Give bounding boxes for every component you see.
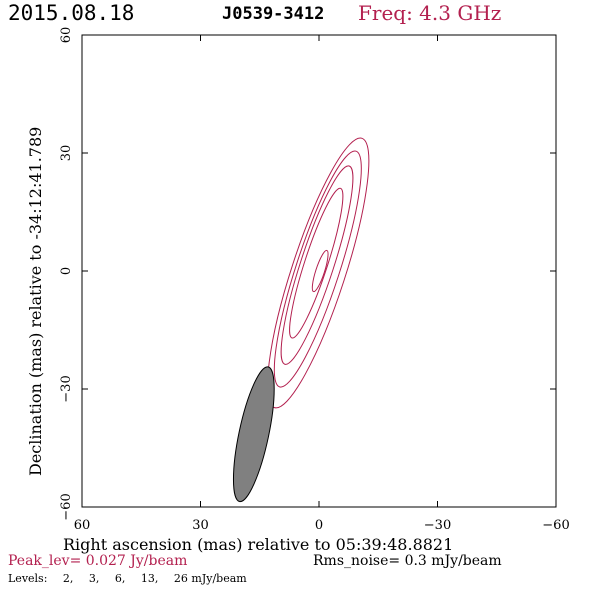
y-tick-label: 60 <box>59 27 74 44</box>
observation-date: 2015.08.18 <box>8 1 135 25</box>
tick-labels: 60 30 0 −30 −60 −60 −30 0 30 60 <box>59 27 570 533</box>
beam-group <box>232 366 275 503</box>
level-value: 6, <box>114 572 126 585</box>
y-axis-label: Declination (mas) relative to -34:12:41.… <box>26 127 45 476</box>
peak-level: Peak_lev= 0.027 Jy/beam <box>8 553 188 569</box>
contour-group <box>267 137 370 409</box>
plot-frame <box>81 34 557 508</box>
contour-level-6 <box>280 165 354 365</box>
x-tick-label: 30 <box>192 518 209 533</box>
rms-noise: Rms_noise= 0.3 mJy/beam <box>313 553 502 569</box>
levels-label: Levels: <box>8 572 48 585</box>
x-tick-label: −60 <box>542 518 569 533</box>
y-tick-label: −60 <box>59 493 74 520</box>
x-tick-label: −30 <box>424 518 451 533</box>
source-name: J0539-3412 <box>222 4 325 24</box>
level-value: 2, <box>62 572 74 585</box>
level-value: 3, <box>88 572 100 585</box>
beam-ellipse <box>232 366 275 503</box>
x-tick-label: 0 <box>315 518 323 533</box>
axis-ticks <box>81 34 557 508</box>
y-tick-label: 30 <box>59 145 74 162</box>
level-value: 26 mJy/beam <box>173 572 247 585</box>
y-tick-label: 0 <box>59 267 74 275</box>
x-tick-label: 60 <box>74 518 91 533</box>
level-value: 13, <box>140 572 159 585</box>
contour-level-2 <box>267 137 370 409</box>
contour-level-13 <box>289 187 344 339</box>
y-tick-label: −30 <box>59 375 74 402</box>
frequency-label: Freq: 4.3 GHz <box>358 1 502 25</box>
x-axis-label: Right ascension (mas) relative to 05:39:… <box>63 535 453 554</box>
contour-level-26 <box>311 249 329 293</box>
contour-levels: Levels: 2, 3, 6, 13, 26 mJy/beam <box>8 572 247 585</box>
contour-level-3 <box>273 150 362 388</box>
